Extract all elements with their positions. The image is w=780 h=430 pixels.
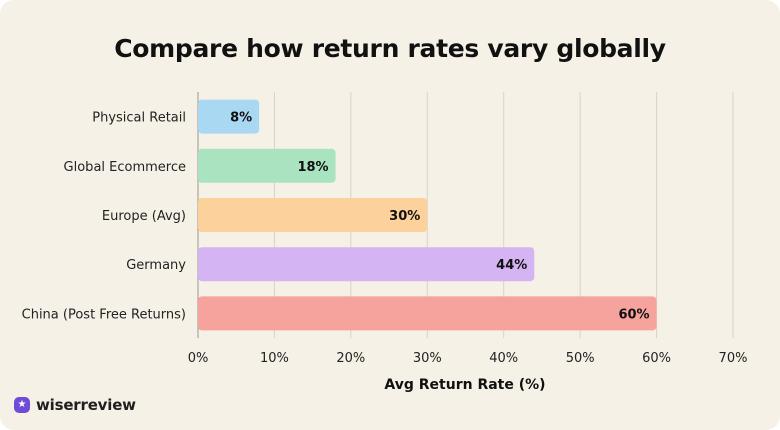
x-tick-label: 60% bbox=[642, 351, 671, 366]
bar bbox=[198, 296, 657, 331]
bar-value-label: 44% bbox=[496, 258, 527, 273]
brand-name: wiserreview bbox=[36, 396, 136, 414]
x-tick-label: 0% bbox=[188, 351, 209, 366]
category-label: Global Ecommerce bbox=[64, 160, 186, 175]
bar-value-label: 30% bbox=[389, 209, 420, 224]
bar-value-label: 18% bbox=[297, 160, 328, 175]
bar bbox=[198, 247, 535, 282]
x-axis-label: Avg Return Rate (%) bbox=[384, 377, 545, 393]
category-label: China (Post Free Returns) bbox=[22, 307, 186, 322]
bar bbox=[198, 99, 260, 134]
category-labels: Physical Retail Global Ecommerce Europe (A… bbox=[22, 111, 187, 323]
x-tick-label: 70% bbox=[719, 351, 748, 366]
bar bbox=[198, 198, 428, 232]
category-label: Europe (Avg) bbox=[102, 209, 186, 224]
category-label: Germany bbox=[126, 258, 186, 273]
bar bbox=[198, 148, 336, 183]
x-tick-label: 40% bbox=[489, 351, 518, 366]
bar-value-label: 60% bbox=[618, 307, 649, 322]
bar-value-label: 8% bbox=[230, 111, 252, 126]
x-tick-label: 30% bbox=[413, 351, 442, 366]
brand: wiserreview bbox=[14, 396, 136, 414]
bars: 8% 18% 30% 44% 60% bbox=[198, 99, 657, 331]
x-tick-label: 10% bbox=[260, 351, 289, 366]
category-label: Physical Retail bbox=[92, 111, 186, 126]
star-badge-icon bbox=[14, 397, 30, 413]
x-tick-label: 50% bbox=[566, 351, 595, 366]
x-tick-label: 20% bbox=[336, 351, 365, 366]
chart-title: Compare how return rates vary globally bbox=[114, 34, 666, 63]
x-tick-labels: 0% 10% 20% 30% 40% 50% 60% 70% bbox=[188, 351, 748, 366]
